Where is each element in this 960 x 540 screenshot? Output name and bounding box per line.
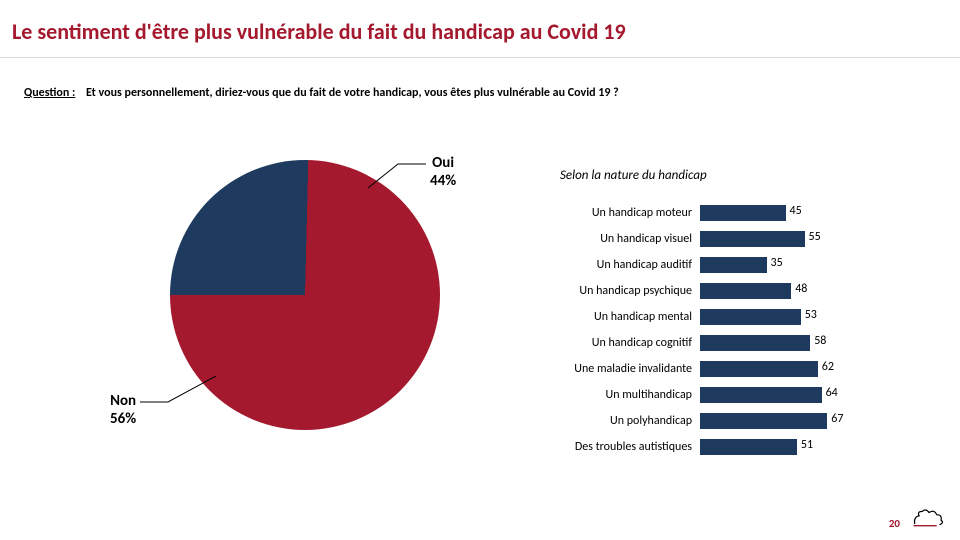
bar-category-label: Un handicap moteur bbox=[515, 206, 700, 220]
pie-leader-non bbox=[140, 376, 218, 406]
bar-category-label: Un multihandicap bbox=[515, 388, 700, 402]
bar-fill bbox=[700, 361, 818, 377]
slide: Le sentiment d'être plus vulnérable du f… bbox=[0, 0, 960, 540]
bar-value-label: 35 bbox=[771, 256, 783, 270]
bar-row: Un handicap mental 53 bbox=[515, 304, 935, 330]
pie-oui-value: 44% bbox=[430, 172, 456, 190]
bar-value-label: 48 bbox=[795, 282, 807, 296]
bar-fill bbox=[700, 387, 822, 403]
bar-chart-subtitle: Selon la nature du handicap bbox=[560, 168, 707, 183]
bar-fill bbox=[700, 231, 805, 247]
bar-category-label: Un handicap auditif bbox=[515, 258, 700, 272]
bar-category-label: Un handicap visuel bbox=[515, 232, 700, 246]
bar-fill bbox=[700, 439, 797, 455]
bar-row: Des troubles autistiques 51 bbox=[515, 434, 935, 460]
pie-leader-oui bbox=[368, 158, 438, 190]
question-text: Et vous personnellement, diriez-vous que… bbox=[86, 86, 619, 100]
bar-fill bbox=[700, 335, 810, 351]
bar-value-label: 62 bbox=[822, 360, 834, 374]
bar-row: Un polyhandicap 67 bbox=[515, 408, 935, 434]
bar-category-label: Un handicap mental bbox=[515, 310, 700, 324]
pie-chart: Oui 44% Non 56% bbox=[170, 160, 440, 430]
bar-track: 53 bbox=[700, 309, 890, 325]
pie-oui-text: Oui bbox=[432, 154, 454, 172]
pie-label-oui: Oui 44% bbox=[430, 154, 456, 190]
bar-category-label: Une maladie invalidante bbox=[515, 362, 700, 376]
bar-fill bbox=[700, 257, 767, 273]
bar-fill bbox=[700, 283, 791, 299]
bar-track: 48 bbox=[700, 283, 890, 299]
pie-non-value: 56% bbox=[110, 410, 136, 428]
bar-category-label: Un handicap cognitif bbox=[515, 336, 700, 350]
bar-row: Un handicap visuel 55 bbox=[515, 226, 935, 252]
bar-value-label: 67 bbox=[831, 412, 843, 426]
bar-category-label: Un handicap psychique bbox=[515, 284, 700, 298]
bar-track: 55 bbox=[700, 231, 890, 247]
pie-label-non: Non 56% bbox=[110, 392, 136, 428]
page-number: 20 bbox=[889, 517, 900, 530]
bar-row: Un handicap moteur 45 bbox=[515, 200, 935, 226]
bar-value-label: 64 bbox=[826, 386, 838, 400]
bar-value-label: 55 bbox=[809, 230, 821, 244]
bar-value-label: 53 bbox=[805, 308, 817, 322]
bar-fill bbox=[700, 413, 827, 429]
bar-value-label: 51 bbox=[801, 438, 813, 452]
bar-row: Un multihandicap 64 bbox=[515, 382, 935, 408]
bar-row: Un handicap psychique 48 bbox=[515, 278, 935, 304]
pie-non-text: Non bbox=[110, 392, 136, 410]
bar-fill bbox=[700, 205, 786, 221]
bar-track: 64 bbox=[700, 387, 890, 403]
bar-fill bbox=[700, 309, 801, 325]
bar-value-label: 58 bbox=[814, 334, 826, 348]
bar-category-label: Des troubles autistiques bbox=[515, 440, 700, 454]
bar-track: 51 bbox=[700, 439, 890, 455]
bar-track: 67 bbox=[700, 413, 890, 429]
page-title: Le sentiment d'être plus vulnérable du f… bbox=[12, 18, 626, 45]
bar-track: 62 bbox=[700, 361, 890, 377]
bar-row: Une maladie invalidante 62 bbox=[515, 356, 935, 382]
bar-chart: Un handicap moteur 45 Un handicap visuel 55… bbox=[515, 200, 935, 470]
brand-logo bbox=[912, 507, 946, 534]
bar-track: 58 bbox=[700, 335, 890, 351]
bar-category-label: Un polyhandicap bbox=[515, 414, 700, 428]
bar-value-label: 45 bbox=[790, 204, 802, 218]
bar-track: 35 bbox=[700, 257, 890, 273]
question-label: Question : bbox=[24, 86, 75, 100]
bar-row: Un handicap auditif 35 bbox=[515, 252, 935, 278]
bar-row: Un handicap cognitif 58 bbox=[515, 330, 935, 356]
bar-track: 45 bbox=[700, 205, 890, 221]
